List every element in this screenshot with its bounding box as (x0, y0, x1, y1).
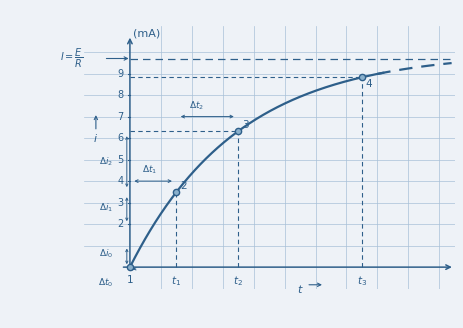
Text: 4: 4 (365, 79, 371, 90)
Text: $t_1$: $t_1$ (171, 275, 181, 288)
Text: $\Delta t_0$: $\Delta t_0$ (97, 277, 113, 289)
Text: 7: 7 (117, 112, 124, 122)
Text: $\Delta i_1$: $\Delta i_1$ (99, 202, 113, 215)
Text: 3: 3 (117, 197, 124, 208)
Text: $\Delta t_1$: $\Delta t_1$ (142, 163, 157, 176)
Text: 8: 8 (117, 90, 124, 100)
Text: 4: 4 (117, 176, 124, 186)
Text: $t_3$: $t_3$ (356, 275, 366, 288)
Text: 5: 5 (117, 154, 124, 165)
Text: $I = \dfrac{E}{R}$: $I = \dfrac{E}{R}$ (60, 47, 83, 70)
Text: $i$: $i$ (93, 132, 98, 144)
Text: 3: 3 (241, 120, 248, 130)
Text: $\Delta t_2$: $\Delta t_2$ (188, 100, 203, 112)
Text: 9: 9 (117, 69, 124, 79)
Text: 1: 1 (126, 275, 133, 285)
Text: (mA): (mA) (133, 29, 160, 39)
Text: $t$: $t$ (296, 283, 303, 295)
Text: $\Delta i_2$: $\Delta i_2$ (99, 155, 113, 168)
Text: $\Delta i_0$: $\Delta i_0$ (99, 248, 113, 260)
Text: 6: 6 (117, 133, 124, 143)
Text: 2: 2 (180, 181, 186, 191)
Text: $t_2$: $t_2$ (233, 275, 243, 288)
Text: 2: 2 (117, 219, 124, 229)
